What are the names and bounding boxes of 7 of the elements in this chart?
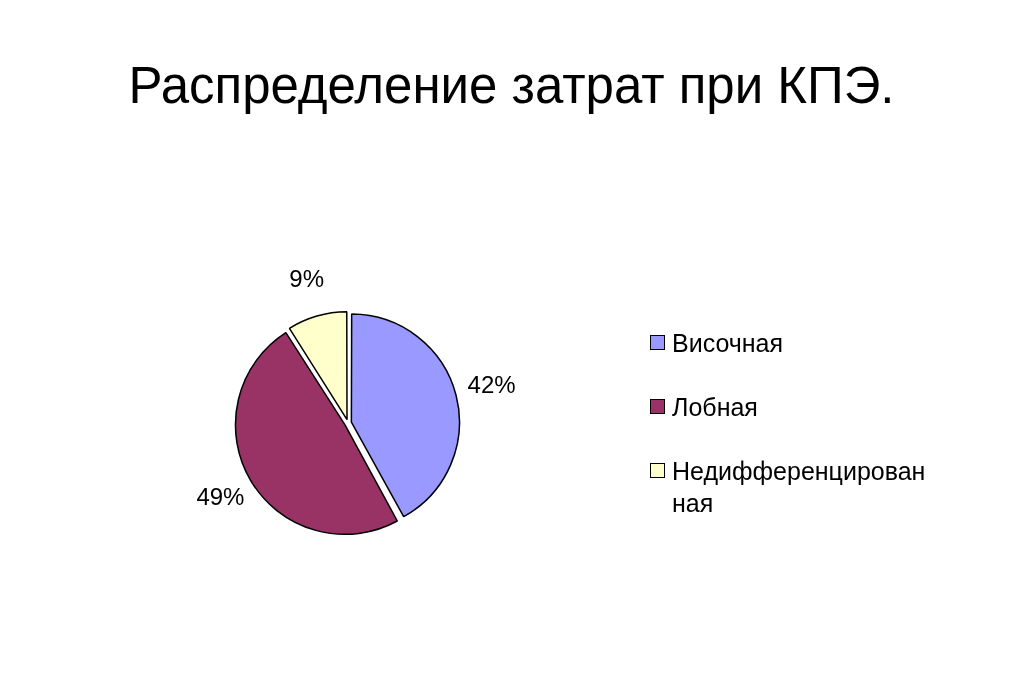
data-label: 42% [467, 370, 516, 398]
data-label: 49% [196, 483, 245, 511]
legend-label: Височная [672, 328, 785, 359]
legend-label: Лобная [672, 392, 759, 423]
chart-title: Распределение затрат при КПЭ. [127, 56, 896, 115]
data-label: 9% [289, 265, 324, 293]
legend-label: Недифференцированная [672, 456, 927, 519]
